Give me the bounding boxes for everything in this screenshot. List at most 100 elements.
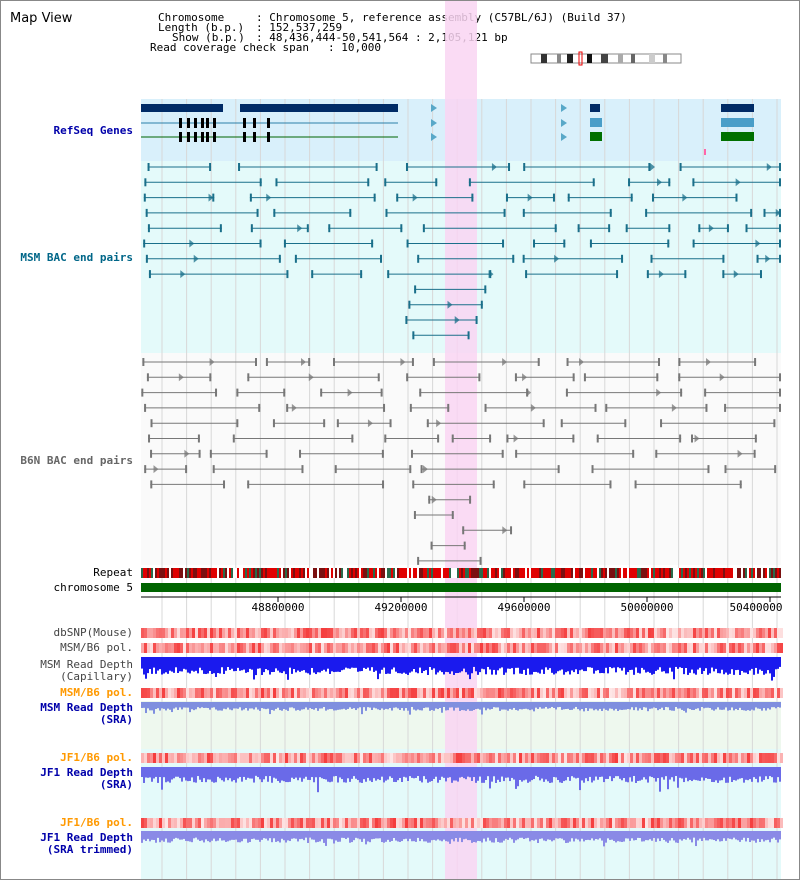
- polymorphism-cell: [195, 688, 198, 698]
- track-label-msm-bac[interactable]: MSM BAC end pairs: [20, 251, 133, 264]
- b6n-bac-pair-end: [591, 465, 594, 474]
- track-label-refseq[interactable]: RefSeq Genes: [53, 124, 133, 137]
- polymorphism-cell: [477, 753, 480, 763]
- read-depth-bar: [601, 767, 603, 777]
- msm-bac-pair-arrow: [766, 163, 772, 171]
- repeat-block: [453, 568, 455, 578]
- read-depth-bar: [491, 702, 493, 709]
- polymorphism-cell: [705, 643, 708, 653]
- repeat-block: [735, 568, 737, 578]
- polymorphism-cell: [651, 688, 654, 698]
- read-depth-bar: [469, 767, 471, 778]
- read-depth-bar: [213, 767, 215, 783]
- read-depth-bar: [637, 767, 639, 781]
- polymorphism-cell: [399, 643, 402, 653]
- read-depth-bar: [451, 831, 453, 840]
- msm-bac-pair-end: [668, 178, 671, 187]
- polymorphism-cell: [246, 753, 249, 763]
- polymorphism-cell: [660, 628, 663, 638]
- read-depth-bar: [425, 657, 427, 671]
- polymorphism-cell: [765, 818, 768, 828]
- read-depth-bar: [533, 702, 535, 712]
- read-depth-bar: [333, 831, 335, 844]
- read-depth-bar: [535, 767, 537, 776]
- read-depth-bar: [643, 767, 645, 778]
- repeat-block: [179, 568, 181, 578]
- polymorphism-cell: [660, 688, 663, 698]
- polymorphism-cell: [654, 628, 657, 638]
- read-depth-bar: [543, 702, 545, 709]
- polymorphism-cell: [765, 688, 768, 698]
- polymorphism-cell: [555, 688, 558, 698]
- repeat-block: [591, 568, 593, 578]
- read-depth-bar: [633, 702, 635, 711]
- b6n-bac-pair-end: [323, 419, 326, 428]
- polymorphism-cell: [750, 688, 753, 698]
- polymorphism-cell: [297, 628, 300, 638]
- read-depth-bar: [603, 702, 605, 709]
- repeat-block: [207, 568, 209, 578]
- read-depth-bar: [763, 657, 765, 675]
- repeat-block: [349, 568, 351, 578]
- polymorphism-cell: [207, 628, 210, 638]
- read-depth-bar: [761, 767, 763, 782]
- read-depth-bar: [349, 831, 351, 843]
- repeat-block: [463, 568, 465, 578]
- read-depth-bar: [637, 702, 639, 711]
- polymorphism-cell: [309, 643, 312, 653]
- polymorphism-cell: [717, 753, 720, 763]
- read-depth-bar: [401, 657, 403, 674]
- polymorphism-cell: [480, 688, 483, 698]
- b6n-bac-pair-end: [197, 434, 200, 443]
- read-depth-bar: [447, 702, 449, 711]
- read-depth-bar: [647, 831, 649, 841]
- read-depth-bar: [469, 831, 471, 841]
- polymorphism-cell: [486, 628, 489, 638]
- polymorphism-cell: [780, 818, 783, 828]
- read-depth-bar: [611, 657, 613, 669]
- repeat-block: [173, 568, 175, 578]
- track-label-b6n-bac[interactable]: B6N BAC end pairs: [20, 454, 133, 467]
- polymorphism-cell: [315, 753, 318, 763]
- read-depth-bar: [541, 657, 543, 670]
- polymorphism-cell: [204, 818, 207, 828]
- polymorphism-cell: [465, 628, 468, 638]
- polymorphism-cell: [417, 688, 420, 698]
- read-depth-bar: [229, 831, 231, 841]
- read-depth-bar: [263, 657, 265, 673]
- read-depth-bar: [641, 702, 643, 710]
- read-depth-bar: [179, 702, 181, 708]
- read-depth-bar: [287, 767, 289, 783]
- polymorphism-cell: [438, 688, 441, 698]
- polymorphism-cell: [441, 688, 444, 698]
- read-depth-bar: [225, 831, 227, 842]
- polymorphism-cell: [408, 753, 411, 763]
- read-depth-bar: [443, 767, 445, 778]
- repeat-block: [257, 568, 259, 578]
- read-depth-bar: [767, 767, 769, 780]
- polymorphism-cell: [303, 753, 306, 763]
- read-depth-bar: [411, 831, 413, 842]
- polymorphism-cell: [603, 643, 606, 653]
- polymorphism-cell: [408, 818, 411, 828]
- read-depth-bar: [627, 767, 629, 783]
- polymorphism-cell: [768, 643, 771, 653]
- refseq-arrow: [561, 104, 567, 112]
- polymorphism-cell: [288, 628, 291, 638]
- read-depth-bar: [259, 657, 261, 669]
- polymorphism-cell: [759, 643, 762, 653]
- polymorphism-cell: [348, 688, 351, 698]
- polymorphism-cell: [201, 643, 204, 653]
- msm-bac-pair-end: [628, 178, 631, 187]
- read-depth-bar: [619, 657, 621, 669]
- repeat-block: [341, 568, 343, 578]
- repeat-block: [455, 568, 457, 578]
- polymorphism-cell: [612, 753, 615, 763]
- polymorphism-cell: [294, 628, 297, 638]
- polymorphism-cell: [621, 818, 624, 828]
- repeat-block: [523, 568, 525, 578]
- repeat-block: [537, 568, 539, 578]
- read-depth-bar: [165, 657, 167, 673]
- polymorphism-cell: [336, 628, 339, 638]
